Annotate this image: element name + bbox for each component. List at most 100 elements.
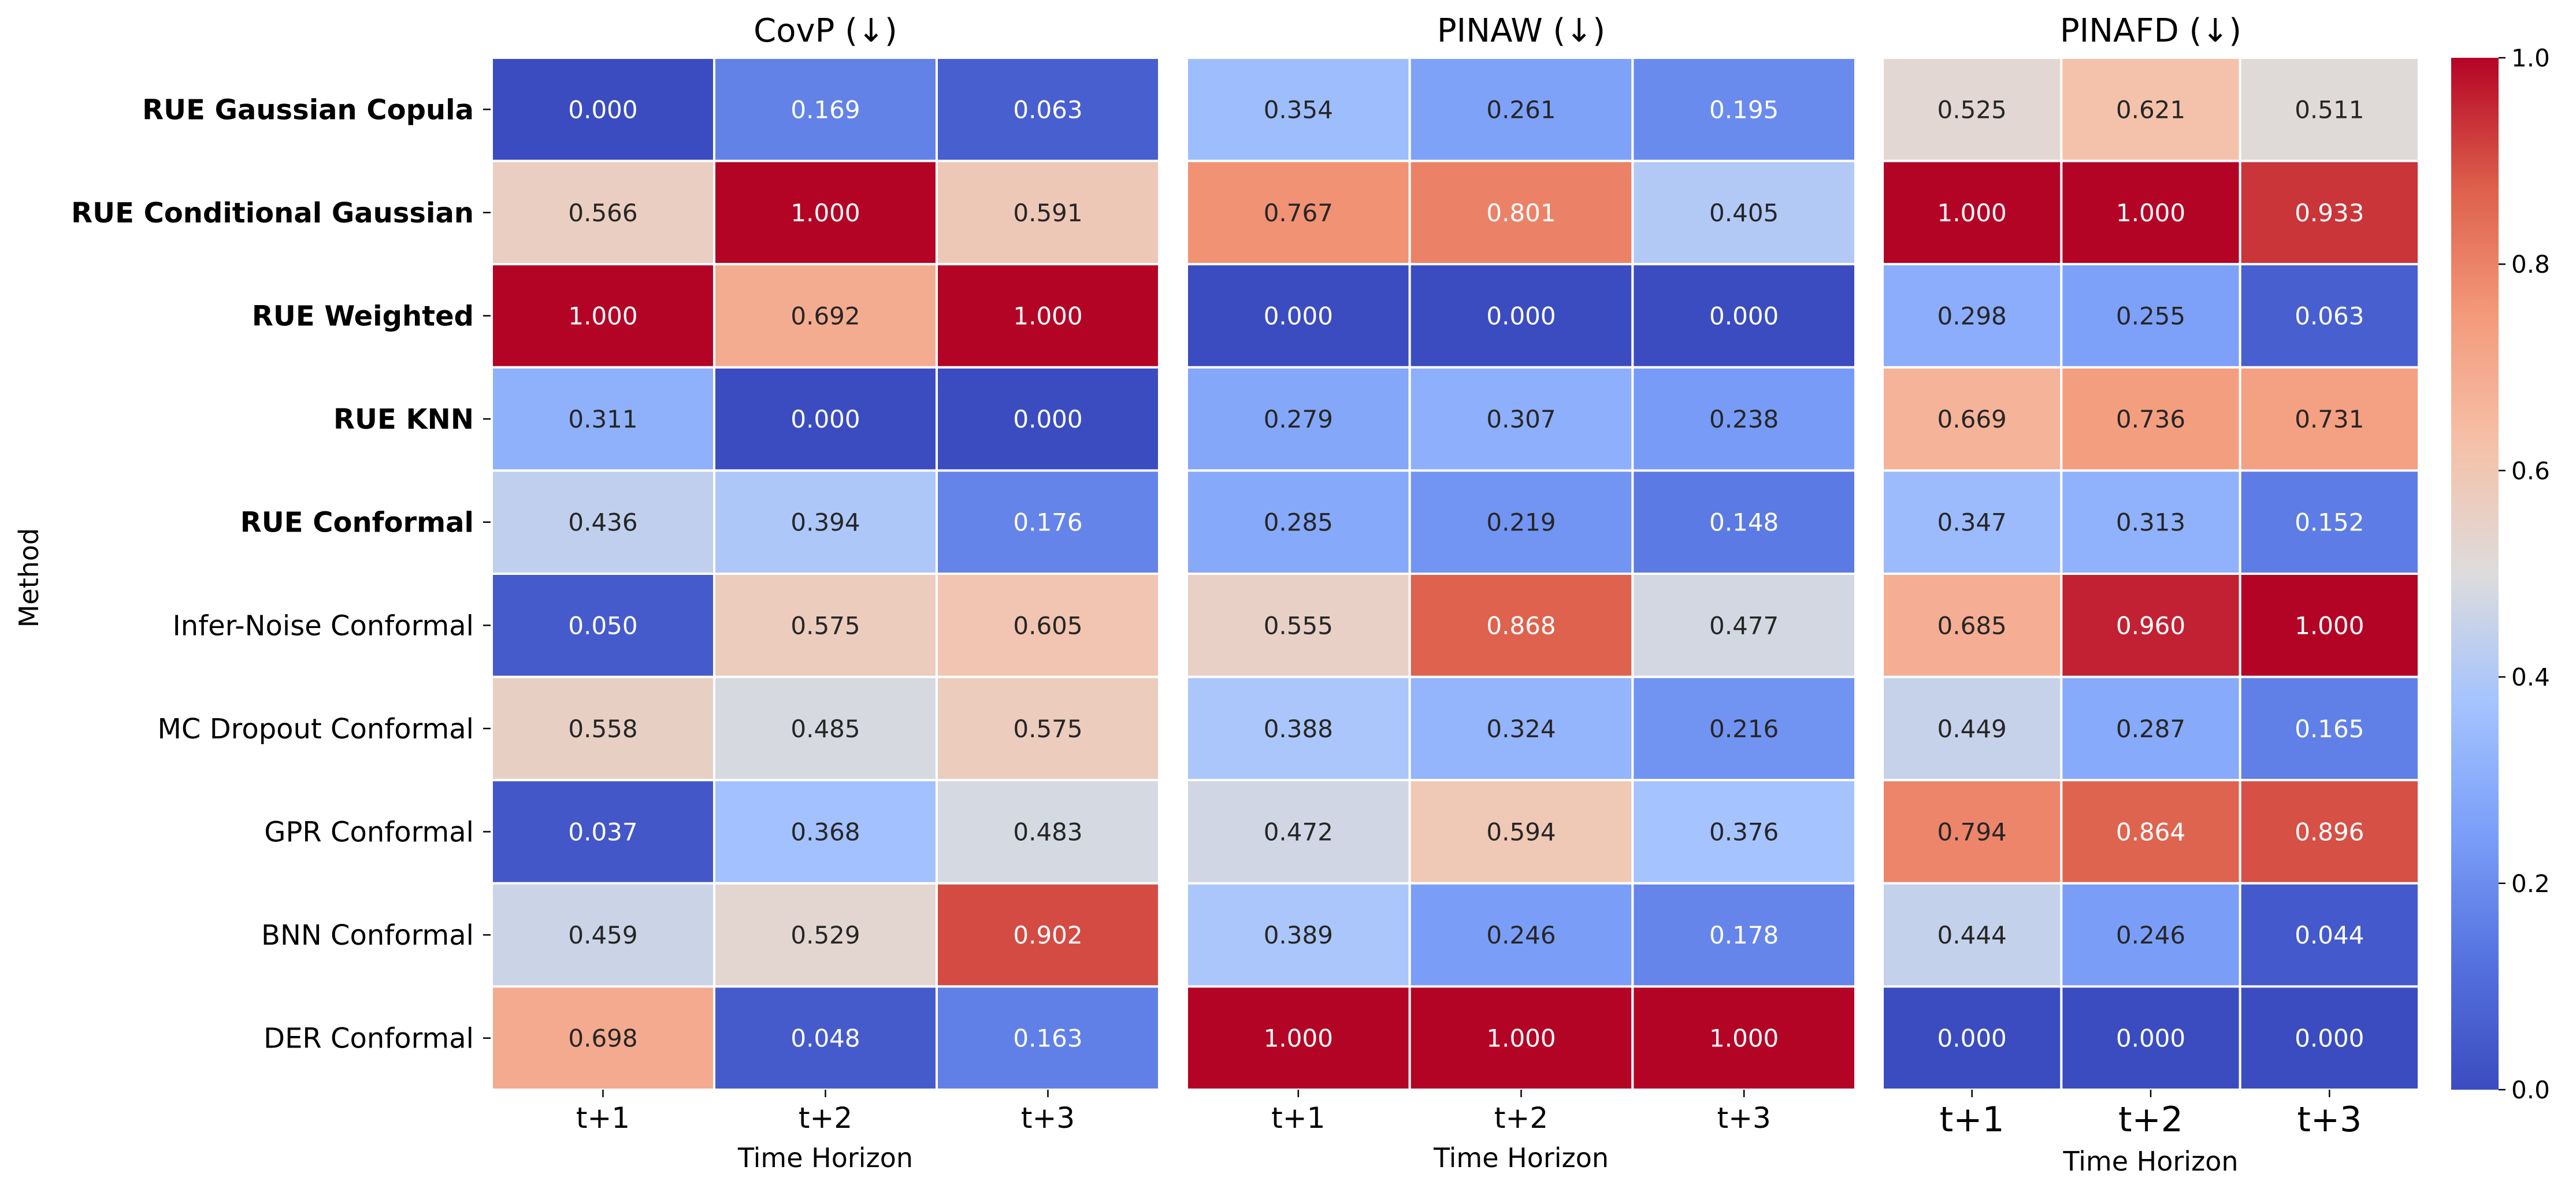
- cell-value-label: 0.050: [568, 611, 637, 640]
- cell-value-label: 0.037: [568, 818, 637, 846]
- row-label: GPR Conformal: [264, 816, 474, 849]
- cell-value-label: 0.307: [1486, 405, 1556, 433]
- cell-value-label: 0.178: [1709, 921, 1779, 949]
- column-label: t+3: [1717, 1101, 1771, 1135]
- column-label: t+2: [799, 1101, 852, 1135]
- cell-value-label: 0.698: [568, 1024, 637, 1053]
- cell-value-label: 0.394: [790, 508, 860, 537]
- cell-value-label: 0.389: [1264, 921, 1333, 949]
- cell-value-label: 0.261: [1486, 95, 1556, 124]
- heatmap-cell: [936, 159, 1160, 266]
- cell-value-label: 0.000: [790, 405, 860, 433]
- heatmap-cell: [491, 469, 715, 575]
- heatmap-cell: [1186, 779, 1411, 885]
- cell-value-label: 0.195: [1709, 95, 1779, 124]
- heatmap-cell: [1881, 675, 2063, 782]
- cell-value-label: 0.165: [2295, 715, 2364, 743]
- heatmap-cell: [2060, 57, 2241, 162]
- heatmap-cell: [1186, 573, 1411, 678]
- cell-value-label: 0.000: [1709, 302, 1779, 330]
- cell-value-label: 0.605: [1013, 611, 1082, 640]
- heatmap-cell: [1408, 675, 1634, 782]
- cell-value-label: 0.868: [1486, 611, 1556, 640]
- cell-value-label: 0.219: [1486, 508, 1556, 537]
- cell-value-label: 0.472: [1264, 818, 1333, 846]
- cell-value-label: 0.555: [1264, 611, 1333, 640]
- colorbar-tick-label: 0.6: [2511, 456, 2550, 485]
- heatmap-cell: [1631, 159, 1857, 266]
- cell-value-label: 0.279: [1264, 405, 1333, 433]
- heatmap-cell: [491, 159, 715, 266]
- heatmap-cell: [713, 57, 938, 162]
- cell-value-label: 1.000: [1264, 1024, 1333, 1053]
- cell-value-label: 0.246: [1486, 921, 1556, 949]
- cell-value-label: 0.405: [1709, 199, 1779, 227]
- heatmap-cell: [1631, 469, 1857, 575]
- cell-value-label: 0.511: [2295, 95, 2364, 124]
- heatmap-cell: [2060, 985, 2241, 1091]
- heatmap-cell: [1186, 985, 1411, 1091]
- colorbar-tick-label: 0.8: [2511, 250, 2550, 278]
- heatmap-panel: CovP (↓) 0.000 0.169 0.063 0.566 1.000 0.591 1.…: [491, 12, 1160, 1173]
- heatmap-cell: [491, 366, 715, 472]
- heatmap-cell: [936, 985, 1160, 1091]
- cell-value-label: 0.063: [2295, 302, 2364, 330]
- cell-value-label: 0.669: [1937, 405, 2007, 433]
- colorbar-tick-label: 0.4: [2511, 663, 2550, 692]
- heatmap-cell: [2239, 882, 2421, 988]
- cell-value-label: 0.794: [1937, 818, 2007, 846]
- heatmap-cell: [2239, 366, 2421, 472]
- cell-value-label: 0.529: [790, 921, 860, 949]
- cell-value-label: 0.354: [1264, 95, 1333, 124]
- heatmap-cell: [2060, 469, 2241, 575]
- heatmap-cell: [1186, 263, 1411, 369]
- heatmap-panel: PINAW (↓) 0.354 0.261 0.195 0.767 0.801 0.405 0…: [1186, 12, 1857, 1173]
- heatmap-cell: [2239, 573, 2421, 678]
- cell-value-label: 0.525: [1937, 95, 2007, 124]
- cell-value-label: 0.594: [1486, 818, 1556, 846]
- x-axis-label: Time Horizon: [737, 1142, 913, 1173]
- heatmap-cell: [713, 366, 938, 472]
- cell-value-label: 0.285: [1264, 508, 1333, 537]
- cell-value-label: 0.896: [2295, 818, 2364, 846]
- x-axis-label: Time Horizon: [2062, 1146, 2238, 1177]
- panel-title: PINAFD (↓): [2060, 12, 2241, 50]
- cell-value-label: 0.485: [790, 715, 860, 743]
- cell-value-label: 0.960: [2116, 611, 2185, 640]
- cell-value-label: 0.731: [2295, 405, 2364, 433]
- cell-value-label: 0.449: [1937, 715, 2007, 743]
- cell-value-label: 0.483: [1013, 818, 1082, 846]
- colorbar-tick-label: 1.0: [2511, 44, 2550, 72]
- cell-value-label: 0.176: [1013, 508, 1082, 537]
- cell-value-label: 1.000: [2295, 611, 2364, 640]
- heatmap-cell: [1881, 779, 2063, 885]
- heatmap-panel: PINAFD (↓) 0.525 0.621 0.511 1.000 1.000 0.933…: [1881, 12, 2421, 1177]
- heatmap-cell: [1881, 57, 2063, 162]
- heatmap-cell: [1881, 573, 2063, 678]
- cell-value-label: 1.000: [790, 199, 860, 227]
- cell-value-label: 0.368: [790, 818, 860, 846]
- row-label: DER Conformal: [263, 1023, 474, 1055]
- cell-value-label: 0.000: [2116, 1024, 2185, 1053]
- x-axis-label: Time Horizon: [1433, 1142, 1609, 1173]
- cell-value-label: 0.000: [1013, 405, 1082, 433]
- row-label: BNN Conformal: [261, 919, 474, 952]
- heatmap-cell: [2060, 159, 2241, 266]
- heatmap-cell: [2060, 779, 2241, 885]
- cell-value-label: 0.152: [2295, 508, 2364, 537]
- heatmap-cell: [936, 263, 1160, 369]
- column-label: t+1: [576, 1101, 630, 1135]
- heatmap-cell: [713, 985, 938, 1091]
- cell-value-label: 0.298: [1937, 302, 2007, 330]
- cell-value-label: 0.558: [568, 715, 637, 743]
- cell-value-label: 0.000: [1264, 302, 1333, 330]
- heatmap-cell: [1881, 985, 2063, 1091]
- cell-value-label: 0.148: [1709, 508, 1779, 537]
- heatmap-cell: [1186, 469, 1411, 575]
- cell-value-label: 0.238: [1709, 405, 1779, 433]
- cell-value-label: 0.347: [1937, 508, 2007, 537]
- heatmap-cell: [1186, 366, 1411, 472]
- cell-value-label: 0.000: [568, 95, 637, 124]
- heatmap-cell: [1408, 882, 1634, 988]
- cell-value-label: 0.044: [2295, 921, 2364, 949]
